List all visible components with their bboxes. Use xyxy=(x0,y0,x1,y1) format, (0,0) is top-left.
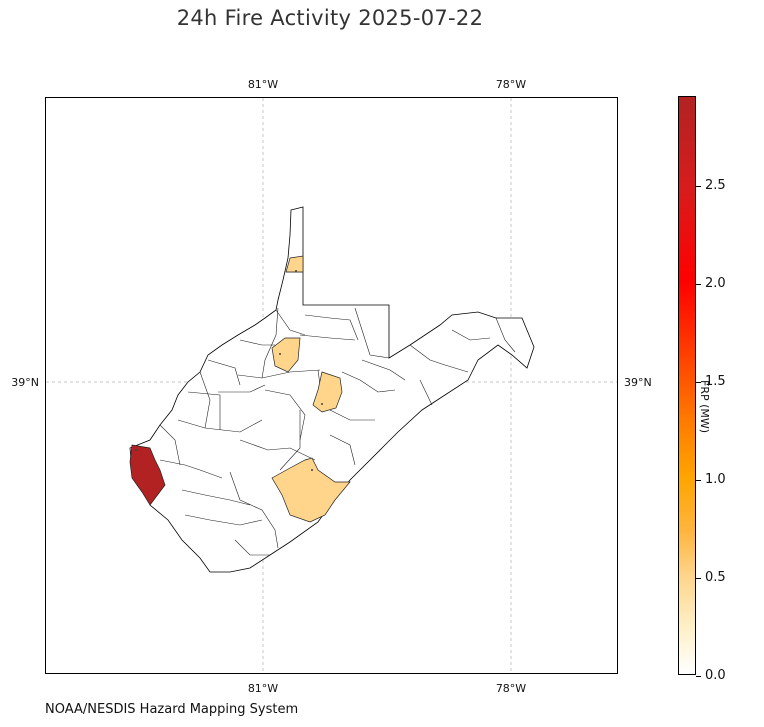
county-line xyxy=(261,307,279,379)
county-line xyxy=(159,424,181,466)
lon-tick-top-81w: 81°W xyxy=(248,78,278,91)
colorbar-tick-mark xyxy=(696,676,701,677)
fire-point xyxy=(295,270,297,272)
colorbar-tick-label: 0.5 xyxy=(705,570,726,585)
lat-tick-left-39n: 39°N xyxy=(11,376,39,389)
colorbar-tick-label: 0.0 xyxy=(705,668,726,683)
county-line xyxy=(275,309,306,336)
county-line xyxy=(239,439,316,461)
fire-point xyxy=(135,449,137,451)
county-line xyxy=(329,409,375,421)
county-line xyxy=(361,359,406,381)
colorbar-tick-label: 1.5 xyxy=(705,374,726,389)
county-line xyxy=(419,379,433,406)
colorbar-tick-mark xyxy=(696,186,701,187)
fire-points xyxy=(135,270,323,471)
county-line xyxy=(234,539,270,556)
county-line xyxy=(159,459,223,479)
county-line xyxy=(264,389,306,441)
lon-tick-bottom-81w: 81°W xyxy=(248,682,278,695)
fire-counties xyxy=(129,255,351,523)
county-line xyxy=(177,419,263,433)
colorbar-tick-mark xyxy=(696,578,701,579)
colorbar-tick-label: 2.0 xyxy=(705,276,726,291)
county-lewis[interactable] xyxy=(312,371,343,413)
county-boundaries xyxy=(159,271,516,556)
county-line xyxy=(495,317,516,353)
county-line xyxy=(187,391,221,430)
colorbar-tick-mark xyxy=(696,382,701,383)
county-hancock[interactable] xyxy=(285,255,304,273)
county-line xyxy=(239,339,275,346)
county-line xyxy=(237,369,321,379)
county-line xyxy=(299,334,356,341)
county-line xyxy=(279,410,301,471)
county-line xyxy=(207,359,241,386)
colorbar-tick-label: 2.5 xyxy=(705,178,726,193)
county-line xyxy=(184,514,263,526)
fire-point xyxy=(321,403,323,405)
colorbar-tick-label: 1.0 xyxy=(705,472,726,487)
source-credit: NOAA/NESDIS Hazard Mapping System xyxy=(45,702,299,717)
colorbar-tick-mark xyxy=(696,480,701,481)
county-line xyxy=(304,314,359,341)
fire-point xyxy=(311,469,313,471)
lat-tick-right-39n: 39°N xyxy=(624,376,652,389)
county-line xyxy=(451,329,491,341)
county-line xyxy=(354,307,390,359)
county-line xyxy=(341,371,396,393)
county-wayne[interactable] xyxy=(129,444,166,506)
county-doddridge[interactable] xyxy=(271,337,301,373)
county-line xyxy=(199,371,211,429)
county-greenbrier[interactable] xyxy=(271,457,351,523)
colorbar xyxy=(678,96,696,675)
lon-tick-bottom-78w: 78°W xyxy=(496,682,526,695)
county-line xyxy=(229,471,279,549)
colorbar-title: FRP (MW) xyxy=(698,380,711,434)
gridlines xyxy=(46,98,617,673)
lon-tick-top-78w: 78°W xyxy=(496,78,526,91)
county-line xyxy=(329,434,356,466)
county-line xyxy=(218,384,266,393)
fire-point xyxy=(279,353,281,355)
county-line xyxy=(409,344,469,373)
colorbar-tick-mark xyxy=(696,284,701,285)
map-title: 24h Fire Activity 2025-07-22 xyxy=(176,6,484,30)
county-line xyxy=(181,489,251,506)
